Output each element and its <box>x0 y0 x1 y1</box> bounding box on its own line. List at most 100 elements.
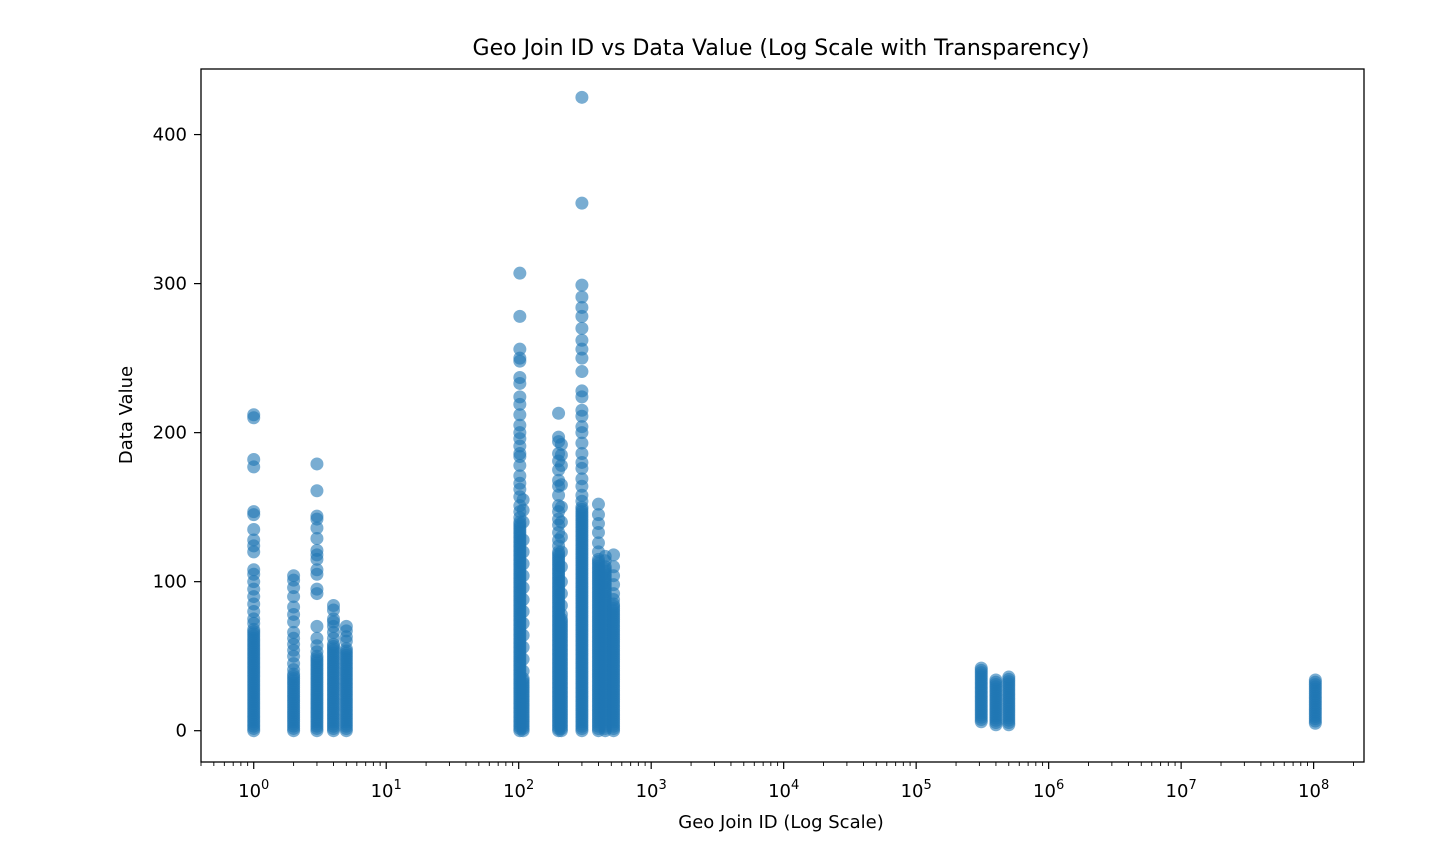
data-point <box>575 461 589 475</box>
data-point <box>247 523 261 537</box>
x-tick-label: 105 <box>901 778 932 802</box>
data-point <box>575 300 589 314</box>
data-point <box>516 557 530 571</box>
data-point <box>591 536 605 550</box>
data-point <box>591 525 605 539</box>
y-tick-label: 400 <box>153 125 187 146</box>
data-point <box>339 634 353 648</box>
data-point <box>287 590 301 604</box>
x-tick-label: 104 <box>768 778 799 802</box>
data-point <box>513 342 527 356</box>
data-point <box>575 342 589 356</box>
data-point <box>326 631 340 645</box>
data-point <box>575 390 589 404</box>
data-point <box>1308 673 1322 687</box>
x-tick-label: 107 <box>1166 778 1197 802</box>
data-point <box>516 616 530 630</box>
data-point <box>554 515 568 529</box>
data-point <box>247 508 261 522</box>
data-point <box>575 426 589 440</box>
y-axis-label: Data Value <box>116 366 137 464</box>
data-point <box>516 493 530 507</box>
data-point <box>554 530 568 544</box>
data-point <box>974 661 988 675</box>
data-point <box>575 321 589 335</box>
data-point <box>607 593 621 607</box>
data-point <box>607 560 621 574</box>
data-point <box>513 309 527 323</box>
data-point <box>310 531 324 545</box>
data-point <box>513 397 527 411</box>
data-point <box>513 458 527 472</box>
data-point <box>575 436 589 450</box>
points-layer <box>247 90 1322 738</box>
data-point <box>247 545 261 559</box>
data-point <box>575 278 589 292</box>
data-point <box>554 448 568 462</box>
data-point <box>554 438 568 452</box>
data-point <box>554 607 568 621</box>
data-point <box>310 619 324 633</box>
data-point <box>326 603 340 617</box>
data-point <box>554 599 568 613</box>
data-point <box>516 581 530 595</box>
data-point <box>516 640 530 654</box>
data-point <box>607 569 621 583</box>
data-point <box>310 521 324 535</box>
data-point <box>554 560 568 574</box>
x-tick-label: 106 <box>1033 778 1064 802</box>
data-point <box>575 90 589 104</box>
data-point <box>513 408 527 422</box>
data-point <box>989 673 1003 687</box>
data-point <box>287 581 301 595</box>
data-point <box>591 508 605 522</box>
data-point <box>554 478 568 492</box>
plot-frame <box>200 68 1365 763</box>
data-point <box>513 354 527 368</box>
x-tick-label: 102 <box>503 778 534 802</box>
data-point <box>591 517 605 531</box>
data-point <box>310 567 324 581</box>
x-axis-label: Geo Join ID (Log Scale) <box>678 812 883 833</box>
data-point <box>552 406 566 420</box>
y-axis: 0 100 200 300 400 <box>153 125 201 742</box>
data-point <box>310 587 324 601</box>
data-point <box>554 545 568 559</box>
data-point <box>310 512 324 526</box>
data-point <box>607 548 621 562</box>
x-tick-label: 103 <box>636 778 667 802</box>
data-point <box>575 333 589 347</box>
data-point <box>310 484 324 498</box>
x-tick-label: 108 <box>1298 778 1329 802</box>
data-point <box>516 652 530 666</box>
y-tick-label: 0 <box>176 721 187 742</box>
y-tick-label: 300 <box>153 274 187 295</box>
data-point <box>516 628 530 642</box>
data-point <box>516 664 530 678</box>
data-point <box>575 479 589 493</box>
data-point <box>516 604 530 618</box>
data-point <box>575 309 589 323</box>
data-point <box>247 460 261 474</box>
data-point <box>575 447 589 460</box>
data-point <box>516 515 530 529</box>
data-point <box>554 575 568 589</box>
data-point <box>287 663 301 677</box>
data-point <box>552 488 566 502</box>
data-point <box>310 552 324 566</box>
data-point <box>554 587 568 601</box>
data-point <box>247 616 261 630</box>
x-tick-label: 101 <box>371 778 402 802</box>
data-point <box>513 449 527 463</box>
x-tick-label: 100 <box>238 778 269 802</box>
data-point <box>516 593 530 607</box>
data-point <box>575 351 589 365</box>
data-point <box>554 500 568 514</box>
y-tick-label: 100 <box>153 572 187 593</box>
data-point <box>575 365 589 379</box>
data-point <box>575 409 589 423</box>
data-point <box>310 645 324 659</box>
data-point <box>513 266 527 280</box>
